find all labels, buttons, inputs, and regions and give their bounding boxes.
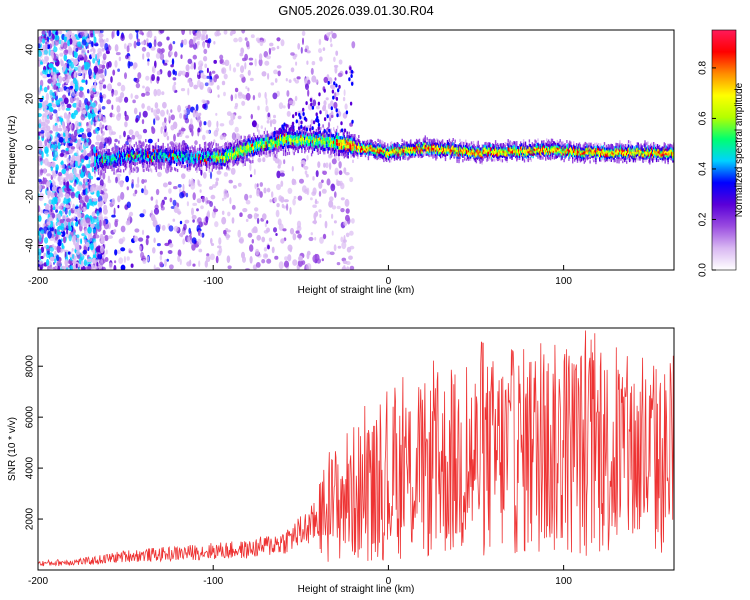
figure-title: GN05.2026.039.01.30.R04 xyxy=(278,3,433,18)
snr-y-tick-label: 8000 xyxy=(25,355,36,378)
colorbar-gradient xyxy=(711,29,737,271)
spectrogram-x-axis-label: Height of straight line (km) xyxy=(298,285,415,296)
spectrogram-x-tick-label: -100 xyxy=(203,276,223,287)
snr-y-tick-label: 6000 xyxy=(25,406,36,429)
snr-y-tick-label: 2000 xyxy=(25,507,36,530)
colorbar-tick-label: 0.2 xyxy=(698,212,709,226)
colorbar-label: Normalized spectral amplitude xyxy=(734,82,745,217)
spectrogram-y-ticks: -40 -20 0 20 40 xyxy=(25,44,43,253)
colorbar-tick-label: 0.8 xyxy=(698,61,709,75)
snr-frame xyxy=(37,327,675,571)
snr-series-line xyxy=(38,330,674,567)
spectrogram-y-tick-label: 0 xyxy=(25,144,36,150)
colorbar: 0.0 0.2 0.4 0.6 0.8 Normalized spectral ampl… xyxy=(698,29,745,277)
snr-x-tick-label: -200 xyxy=(28,576,48,587)
colorbar-tick-label: 0.4 xyxy=(698,162,709,176)
colorbar-tick-label: 0.0 xyxy=(698,263,709,277)
snr-x-axis-label: Height of straight line (km) xyxy=(298,584,415,595)
snr-panel: -200 -100 0 100 2000 4000 6000 8000 Height of … xyxy=(7,327,675,595)
snr-x-tick-label: -100 xyxy=(203,576,223,587)
spectrogram-cells xyxy=(38,30,674,270)
snr-x-tick-label: 100 xyxy=(555,576,572,587)
colorbar-tick-label: 0.6 xyxy=(698,111,709,125)
snr-y-axis-label: SNR (10 * v/v) xyxy=(7,417,18,481)
snr-y-ticks: 2000 4000 6000 8000 xyxy=(25,355,43,530)
spectrogram-x-ticks: -200 -100 0 100 xyxy=(28,265,572,287)
spectrogram-frame xyxy=(37,29,675,271)
spectrogram-y-tick-label: 40 xyxy=(25,44,36,56)
snr-x-ticks: -200 -100 0 100 xyxy=(28,565,572,587)
spectrogram-x-tick-label: -200 xyxy=(28,276,48,287)
spectrogram-x-tick-label: 100 xyxy=(555,276,572,287)
colorbar-ticks: 0.0 0.2 0.4 0.6 0.8 xyxy=(698,61,716,277)
spectrogram-x-tick-label: 0 xyxy=(386,276,392,287)
spectrogram-y-axis-label: Frequency (Hz) xyxy=(7,116,18,185)
spectrogram-y-tick-label: 20 xyxy=(25,93,36,105)
spectrogram-y-tick-label: -20 xyxy=(25,189,36,204)
snr-y-tick-label: 4000 xyxy=(25,457,36,480)
snr-x-tick-label: 0 xyxy=(386,576,392,587)
spectrogram-y-tick-label: -40 xyxy=(25,238,36,253)
